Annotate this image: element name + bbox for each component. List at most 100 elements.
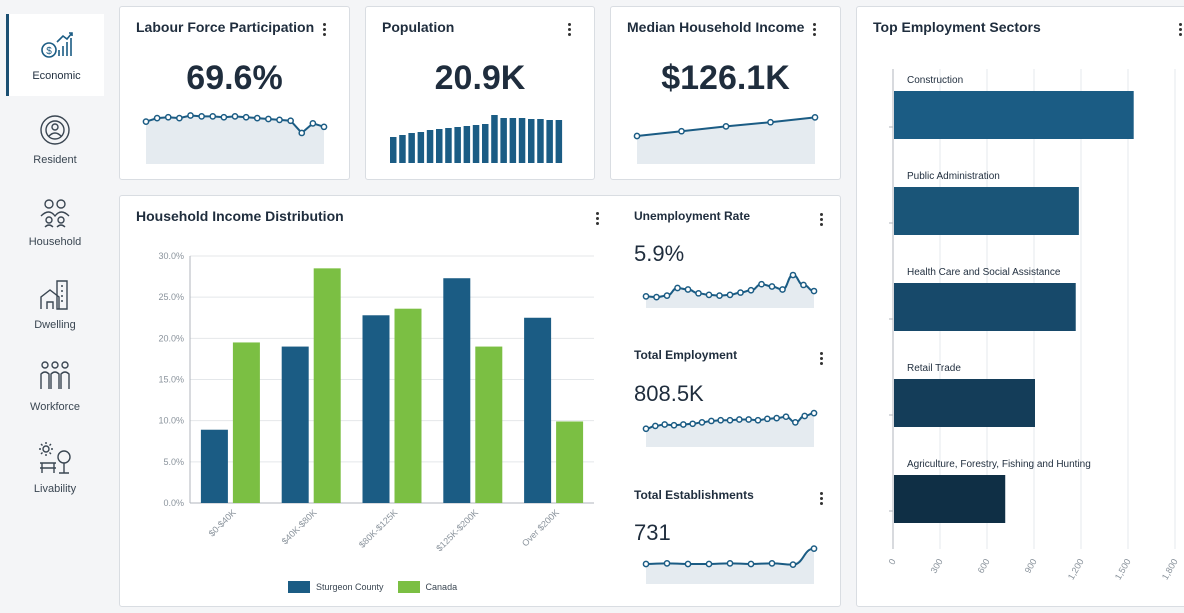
sparkline-point [689, 420, 697, 428]
sparkline-point [726, 560, 734, 567]
sparkline-point [745, 416, 753, 423]
category-label: Public Administration [907, 171, 1000, 182]
population-bars [390, 115, 563, 163]
bar-canada [556, 421, 584, 503]
legend-item-sturgeon[interactable]: Sturgeon County [288, 581, 384, 593]
more-options-icon[interactable] [816, 352, 826, 366]
sparkline-point [187, 112, 194, 119]
x-tick-label: $0-$40K [207, 507, 238, 538]
sidebar-item-livability[interactable]: Livability [6, 427, 104, 509]
category-label: Retail Trade [907, 363, 961, 374]
bar-sturgeon [281, 346, 309, 503]
more-options-icon[interactable] [564, 23, 574, 37]
population-bar [472, 125, 480, 163]
sparkline-point [663, 292, 671, 299]
population-bar [390, 137, 397, 163]
y-tick-label: 20.0% [158, 333, 184, 343]
more-options-icon[interactable] [816, 492, 826, 506]
more-options-icon[interactable] [816, 213, 826, 227]
sparkline-point [209, 113, 217, 120]
sidebar-item-label: Livability [33, 483, 77, 495]
population-bar [482, 124, 489, 163]
sidebar-item-resident[interactable]: Resident [6, 98, 104, 180]
employment-sparkline [642, 409, 818, 447]
labour-force-card: Labour Force Participation 69.6% [119, 6, 350, 180]
sparkline-point [811, 114, 819, 121]
population-bar [436, 129, 443, 163]
sidebar-item-workforce[interactable]: Workforce [6, 345, 104, 427]
sparkline-point [287, 117, 294, 125]
card-title: Top Employment Sectors [873, 19, 1041, 35]
sparkline-point [791, 419, 799, 426]
sparkline-point [789, 561, 797, 568]
kpi-value: 20.9K [434, 59, 526, 97]
sparkline-point [663, 560, 671, 567]
sparkline-point [810, 409, 818, 417]
sparkline-point [801, 412, 809, 420]
x-tick-label: 0 [887, 557, 898, 566]
sparkline-point [810, 545, 818, 552]
resident-icon [40, 115, 70, 145]
card-title: Household Income Distribution [136, 208, 344, 224]
sidebar-item-label: Workforce [30, 401, 80, 413]
population-bar [537, 119, 544, 163]
population-bar [491, 115, 498, 163]
sparkline-point [265, 115, 272, 123]
sidebar-item-economic[interactable]: $ Economic [6, 14, 104, 96]
income-sparkline [633, 114, 819, 164]
sparkline-point [642, 560, 650, 568]
kpi-value: $126.1K [661, 59, 790, 97]
bar-sturgeon [362, 315, 390, 503]
sparkline-point [810, 287, 818, 295]
income-distribution-chart: 0.0% 5.0% 10.0% 15.0% 20.0% 25.0% 30.0% $0-$40K… [158, 251, 594, 553]
employment-title: Total Employment [634, 348, 738, 362]
more-options-icon[interactable] [809, 23, 819, 37]
sparkline-point [684, 560, 692, 568]
sparkline-point [633, 132, 641, 140]
sidebar-item-dwelling[interactable]: Dwelling [6, 263, 104, 345]
establishments-sparkline [642, 545, 818, 584]
sparkline-point [661, 421, 669, 428]
sparkline-point [642, 425, 650, 433]
more-options-icon[interactable] [592, 212, 602, 226]
sector-bar [894, 475, 1006, 523]
more-options-icon[interactable] [1175, 23, 1184, 37]
card-title: Labour Force Participation [136, 19, 315, 35]
bar-canada [475, 346, 503, 503]
sparkline-point [674, 284, 681, 292]
sparkline-point [220, 113, 228, 121]
sector-bar [894, 187, 1079, 235]
sparkline-point [198, 113, 205, 120]
svg-text:$: $ [46, 46, 52, 57]
more-options-icon[interactable] [319, 23, 329, 37]
x-tick-label: 900 [1023, 557, 1039, 575]
legend-item-canada[interactable]: Canada [397, 581, 457, 593]
unemployment-sparkline [642, 271, 818, 308]
sparkline-point [754, 416, 762, 424]
sparkline-point [678, 127, 685, 135]
sparkline-point [763, 415, 771, 423]
sparkline-point [164, 113, 172, 121]
sparkline-point [698, 419, 706, 426]
sparkline-point [142, 118, 150, 125]
sparkline-point [705, 560, 713, 568]
sparkline-area [646, 413, 814, 447]
population-bar [417, 132, 425, 163]
establishments-title: Total Establishments [634, 488, 754, 502]
bar-canada [232, 342, 260, 503]
sparkline-point [758, 280, 765, 288]
sparkline-point [726, 416, 734, 424]
sidebar-item-household[interactable]: Household [6, 180, 104, 262]
sidebar-item-label: Economic [32, 70, 81, 82]
sector-bar [894, 91, 1134, 139]
sparkline-point [231, 113, 239, 120]
income-distribution-card: Household Income Distribution 0.0% 5.0% 10… [119, 195, 841, 607]
employment-sectors-card: Top Employment Sectors 0 300 600 900 1,200 1,… [856, 6, 1184, 607]
x-tick-label: Over $200K [520, 507, 561, 548]
sparkline-point [779, 286, 786, 293]
sparkline-point [782, 413, 790, 421]
population-bar [399, 135, 406, 163]
sparkline-point [153, 114, 161, 122]
sparkline-point [768, 283, 776, 290]
sector-bar [894, 379, 1035, 427]
